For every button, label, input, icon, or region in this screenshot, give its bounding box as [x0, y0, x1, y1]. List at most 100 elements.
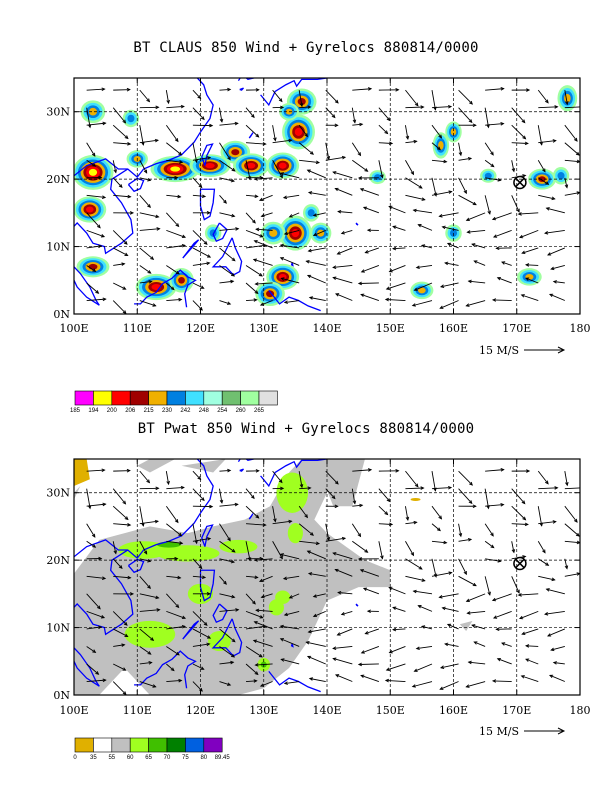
wind-vector [405, 194, 425, 201]
wind-vector [298, 523, 314, 536]
wind-vector-head [500, 502, 505, 507]
wind-vector [281, 658, 300, 665]
wind-vector-head [332, 171, 337, 175]
wind-vector [86, 626, 102, 630]
wind-vector [192, 107, 205, 120]
wind-vector-head [413, 139, 418, 144]
wind-vector [192, 230, 208, 245]
wind-vector-head [254, 663, 259, 667]
wind-vector-head [517, 212, 522, 216]
wind-vector-head [384, 678, 390, 683]
wind-vector [537, 89, 549, 104]
cloud-shading [557, 172, 565, 180]
colorbar-swatch [166, 737, 186, 753]
x-tick-label: 140E [312, 704, 341, 717]
wind-vector-head [194, 540, 198, 545]
wind-vector [166, 212, 179, 227]
wind-vector-head [539, 522, 544, 527]
coastline [182, 620, 200, 640]
wind-vector [501, 261, 512, 266]
wind-vector-head [227, 87, 232, 92]
wind-vector-head [127, 575, 132, 580]
colorbar-swatch [148, 737, 168, 753]
x-tick-label: 160E [439, 322, 468, 335]
wind-vector-head [100, 615, 106, 619]
wind-vector [219, 488, 223, 503]
wind-vector-head [413, 668, 418, 672]
wind-vector [261, 593, 273, 598]
wind-vector-head [472, 201, 477, 206]
wind-vector-head [155, 486, 160, 491]
wind-vector [363, 206, 380, 214]
wind-vector-head [288, 595, 293, 599]
wind-vector-head [315, 160, 321, 165]
wind-vector-head [334, 480, 339, 485]
wind-vector-head [280, 658, 285, 662]
coastline [237, 78, 257, 82]
wind-vector [405, 575, 425, 582]
wind-vector-head [501, 261, 506, 265]
wind-vector-head [471, 624, 476, 628]
wind-vector-head [279, 243, 284, 248]
cloud-shading [170, 166, 181, 172]
wind-vector [405, 177, 423, 189]
wind-vector [306, 641, 326, 647]
wind-vector-head [280, 486, 285, 491]
wind-vector [113, 470, 130, 472]
wind-vector [511, 541, 515, 553]
wind-vector [458, 538, 472, 542]
top-map-panel: 100E 110E 120E 130E 140E 150E 160E 170E 180 0N 10N… [46, 77, 591, 414]
wind-vector [431, 471, 436, 491]
wind-vector-head [288, 138, 293, 143]
wind-vector [313, 593, 326, 598]
x-tick-label: 150E [376, 704, 405, 717]
wind-vector-head [178, 297, 183, 302]
wind-vector-head [280, 277, 285, 281]
wind-vector [166, 575, 181, 579]
wind-vector [284, 229, 300, 235]
wind-vector [306, 260, 326, 266]
coastline [248, 513, 254, 520]
vector-scale-label: 15 M/S [479, 725, 519, 738]
wind-vector [284, 681, 300, 684]
wind-vector-head [122, 119, 127, 124]
colorbar-label: 80 [200, 755, 207, 761]
wind-vector-head [200, 666, 205, 670]
wind-vector-head [458, 151, 463, 157]
wind-vector [308, 247, 326, 252]
wind-vector [253, 640, 273, 647]
wind-vector [458, 89, 473, 105]
wind-vector [86, 265, 96, 272]
wind-vector [442, 226, 459, 231]
wind-vector-head [143, 550, 148, 555]
wind-vector [166, 610, 186, 619]
wind-vector-head [467, 279, 472, 284]
wind-vector [245, 646, 263, 658]
wind-vector-head [439, 686, 444, 690]
wind-vector-head [166, 480, 170, 486]
cloud-shading [450, 128, 457, 136]
wind-vector [458, 194, 477, 206]
wind-vector-head [465, 303, 470, 307]
wind-vector-head [124, 135, 129, 140]
wind-vector [166, 540, 183, 544]
x-tick-label: 110E [123, 322, 152, 335]
wind-vector-head [522, 516, 527, 521]
wind-vector-head [180, 104, 185, 109]
wind-vector-head [465, 217, 470, 222]
wind-vector-head [444, 261, 449, 266]
wind-vector-head [516, 589, 520, 594]
wind-vector [113, 247, 128, 256]
wind-vector [492, 680, 512, 682]
colorbar-label: 70 [164, 755, 171, 761]
wind-vector [352, 159, 368, 172]
wind-vector [431, 177, 437, 196]
wind-vector-head [113, 169, 118, 174]
coastline [237, 459, 257, 463]
wind-vector-head [414, 102, 419, 107]
wind-vector [445, 643, 459, 647]
wind-vector [335, 293, 353, 301]
wind-vector [564, 90, 568, 105]
wind-vector-head [96, 224, 101, 229]
wind-vector-head [279, 624, 284, 629]
